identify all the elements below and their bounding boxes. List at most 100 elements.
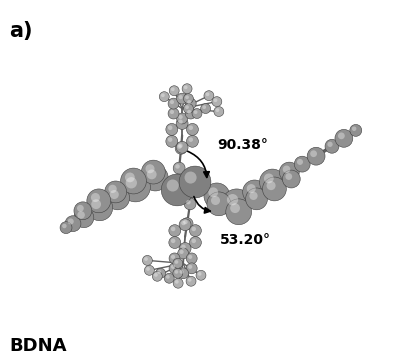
Circle shape (166, 135, 178, 147)
Circle shape (141, 160, 165, 184)
Circle shape (91, 199, 101, 209)
Circle shape (177, 145, 182, 149)
Circle shape (65, 216, 81, 232)
Circle shape (297, 159, 303, 165)
Circle shape (186, 263, 197, 274)
Circle shape (166, 123, 178, 135)
Circle shape (188, 126, 193, 130)
Circle shape (310, 150, 317, 157)
Circle shape (188, 278, 192, 282)
Circle shape (184, 198, 196, 210)
Circle shape (192, 239, 196, 243)
Circle shape (154, 273, 158, 277)
Text: a): a) (10, 21, 33, 41)
Circle shape (185, 108, 196, 119)
Circle shape (179, 219, 191, 231)
Circle shape (194, 110, 198, 114)
Circle shape (352, 126, 356, 131)
Circle shape (175, 260, 178, 264)
Circle shape (169, 253, 180, 264)
Circle shape (175, 280, 179, 284)
Circle shape (179, 95, 183, 99)
Circle shape (77, 205, 84, 212)
Circle shape (179, 115, 183, 119)
Circle shape (186, 253, 197, 264)
Circle shape (192, 108, 202, 119)
Circle shape (91, 193, 100, 202)
Circle shape (87, 189, 110, 213)
Circle shape (74, 208, 94, 228)
Circle shape (249, 192, 258, 200)
Circle shape (185, 105, 189, 109)
Circle shape (188, 255, 192, 259)
Circle shape (173, 258, 183, 268)
Circle shape (183, 94, 193, 104)
Circle shape (338, 132, 345, 139)
Circle shape (168, 98, 179, 109)
Circle shape (307, 147, 325, 165)
Circle shape (201, 104, 211, 114)
Circle shape (121, 168, 147, 194)
Circle shape (196, 270, 206, 280)
Circle shape (206, 92, 209, 96)
Circle shape (177, 113, 188, 124)
Circle shape (189, 237, 202, 249)
Circle shape (175, 270, 178, 274)
Circle shape (126, 177, 137, 189)
Circle shape (192, 227, 196, 231)
Circle shape (179, 270, 184, 274)
Circle shape (157, 270, 161, 274)
Circle shape (178, 248, 188, 259)
Circle shape (121, 172, 150, 202)
Circle shape (246, 188, 267, 210)
Circle shape (171, 255, 175, 259)
Circle shape (187, 100, 191, 104)
Circle shape (178, 143, 183, 148)
Circle shape (176, 141, 188, 153)
Circle shape (198, 272, 202, 276)
Circle shape (182, 84, 192, 94)
Text: BDNA: BDNA (10, 337, 67, 355)
Circle shape (282, 170, 300, 188)
Circle shape (161, 174, 193, 206)
Circle shape (279, 162, 299, 182)
Circle shape (168, 108, 179, 119)
Circle shape (325, 139, 339, 153)
Text: 53.20°: 53.20° (220, 233, 271, 246)
Circle shape (189, 225, 202, 237)
Circle shape (226, 199, 251, 225)
Circle shape (106, 186, 129, 210)
Circle shape (259, 169, 286, 195)
Circle shape (167, 179, 179, 191)
Circle shape (187, 110, 191, 114)
Circle shape (181, 221, 186, 225)
Circle shape (222, 189, 251, 219)
Circle shape (171, 265, 175, 269)
Circle shape (178, 119, 183, 124)
Circle shape (263, 177, 286, 201)
Circle shape (181, 218, 193, 230)
Circle shape (214, 107, 224, 116)
Circle shape (175, 164, 180, 169)
Circle shape (144, 257, 148, 261)
Circle shape (178, 268, 188, 279)
Circle shape (169, 86, 179, 96)
Text: 90.38°: 90.38° (217, 138, 268, 152)
Circle shape (208, 187, 218, 197)
Circle shape (159, 92, 169, 102)
Circle shape (183, 104, 193, 114)
Circle shape (169, 263, 180, 274)
Circle shape (145, 164, 154, 173)
Circle shape (60, 222, 72, 234)
Circle shape (171, 87, 175, 91)
Circle shape (169, 225, 181, 237)
Circle shape (230, 203, 240, 213)
Circle shape (62, 224, 67, 228)
Circle shape (181, 245, 186, 249)
Circle shape (175, 142, 187, 154)
Circle shape (109, 185, 117, 193)
Circle shape (169, 237, 181, 249)
Circle shape (204, 91, 214, 100)
Circle shape (74, 202, 92, 220)
Circle shape (168, 137, 172, 142)
